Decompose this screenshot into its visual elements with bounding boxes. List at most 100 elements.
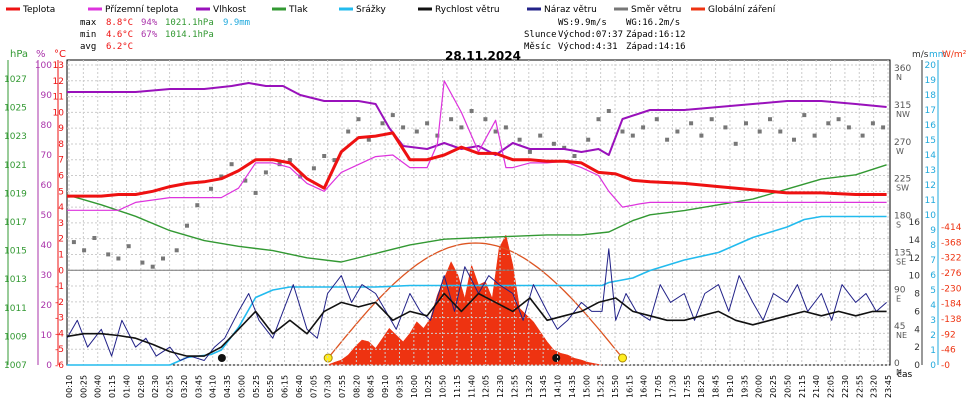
wind-direction-point xyxy=(572,154,577,158)
direction-tick-deg: 270 xyxy=(894,138,911,148)
mm-tick-label: 17 xyxy=(925,106,936,116)
wind-direction-point xyxy=(356,117,361,122)
wind-direction-point xyxy=(346,129,351,134)
mm-tick-label: 7 xyxy=(930,256,936,266)
pct-axis-title: % xyxy=(36,49,46,60)
ms-tick-label: 12 xyxy=(909,254,920,264)
wind-direction-point xyxy=(469,109,474,113)
wm2-tick-label: -92 xyxy=(941,330,956,340)
wind-direction-point xyxy=(846,125,851,130)
time-tick-label: 04:10 xyxy=(209,375,218,398)
time-tick-label: 05:25 xyxy=(252,375,261,398)
wm2-tick-label: -46 xyxy=(941,346,956,356)
time-tick-label: 10:50 xyxy=(439,375,448,398)
wind-direction-point xyxy=(71,240,76,245)
time-tick-label: 04:35 xyxy=(223,375,232,398)
time-tick-label: 14:35 xyxy=(568,375,577,398)
wind-direction-point xyxy=(174,248,179,253)
mm-tick-label: 16 xyxy=(925,121,937,131)
legend-label: Náraz větru xyxy=(544,5,597,15)
time-tick-label: 05:50 xyxy=(266,375,275,398)
wind-direction-point xyxy=(606,109,611,113)
mm-tick-label: 0 xyxy=(930,361,936,371)
wind-direction-point xyxy=(527,149,532,154)
celsius-tick-label: -4 xyxy=(55,329,64,339)
series-line-vlhkost xyxy=(67,82,887,156)
wm2-tick-label: -276 xyxy=(941,269,962,279)
mm-tick-label: 20 xyxy=(925,61,937,71)
pct-tick-label: 10 xyxy=(41,331,53,341)
time-tick-label: 01:40 xyxy=(122,375,131,398)
wm2-tick-label: -230 xyxy=(941,284,962,294)
wind-direction-point xyxy=(332,158,337,163)
moonrise-marker xyxy=(217,354,226,362)
time-tick-label: 07:30 xyxy=(324,375,333,398)
pct-tick-label: 20 xyxy=(41,301,53,311)
time-tick-label: 09:10 xyxy=(381,375,390,398)
stats-row-label: avg xyxy=(80,42,96,52)
ms-tick-label: 2 xyxy=(914,343,920,353)
celsius-tick-label: 10 xyxy=(53,108,65,118)
series-line-p-zemn-teplota xyxy=(67,80,887,211)
mm-tick-label: 1 xyxy=(930,346,936,356)
wind-direction-point xyxy=(150,264,155,269)
time-tick-label: 18:45 xyxy=(712,375,721,398)
celsius-tick-label: 7 xyxy=(58,156,64,166)
ms-axis-title: m/s xyxy=(912,50,929,60)
wind-direction-point xyxy=(665,137,670,142)
stats-pressure: 1014.1hPa xyxy=(165,30,214,40)
wind-direction-point xyxy=(630,133,635,138)
time-tick-label: 22:05 xyxy=(827,375,836,398)
time-tick-label: 11:40 xyxy=(467,375,476,398)
sun-path-arc xyxy=(327,242,621,359)
time-tick-label: 22:30 xyxy=(841,375,850,398)
time-tick-label: 14:10 xyxy=(554,375,563,398)
wind-direction-point xyxy=(126,244,131,249)
mm-tick-label: 3 xyxy=(930,316,936,326)
moonset-marker xyxy=(552,354,561,362)
pct-tick-label: 80 xyxy=(41,121,53,131)
wind-direction-point xyxy=(654,117,659,122)
wind-direction-point xyxy=(435,133,440,138)
mm-tick-label: 14 xyxy=(925,151,937,161)
wind-direction-point xyxy=(812,133,817,138)
wind-direction-point xyxy=(551,141,556,146)
hpa-tick-label: 1017 xyxy=(4,218,27,228)
wind-direction-point xyxy=(870,121,875,126)
stats-row-label: max xyxy=(80,18,97,28)
wind-direction-point xyxy=(802,113,807,118)
ms-tick-label: 4 xyxy=(914,325,920,335)
mm-tick-label: 15 xyxy=(925,136,936,146)
time-tick-label: 07:05 xyxy=(309,375,318,398)
stats-pressure: 1021.1hPa xyxy=(165,18,214,28)
wind-direction-point xyxy=(836,117,841,122)
wind-direction-point xyxy=(229,162,234,167)
mm-tick-label: 11 xyxy=(925,196,936,206)
legend-label: Teplota xyxy=(22,5,55,15)
wind-direction-point xyxy=(161,256,165,261)
wind-direction-point xyxy=(140,260,145,265)
hpa-tick-label: 1013 xyxy=(4,275,27,285)
ms-tick-label: 6 xyxy=(914,307,920,317)
time-tick-label: 18:20 xyxy=(697,375,706,398)
wind-direction-point xyxy=(253,190,258,195)
time-tick-label: 19:35 xyxy=(740,375,749,398)
celsius-tick-label: -2 xyxy=(55,298,64,308)
hpa-axis-title: hPa xyxy=(10,49,28,60)
series-line-tlak xyxy=(66,164,887,263)
time-tick-label: 22:55 xyxy=(855,375,864,398)
series-area-globalni-zareni xyxy=(327,234,603,366)
direction-tick-deg: 135 xyxy=(894,248,911,258)
stats-rain: 9.9mm xyxy=(223,18,250,28)
hpa-tick-label: 1015 xyxy=(4,247,27,257)
wind-direction-point xyxy=(881,125,886,130)
series-line-n-raz-v-tru xyxy=(66,248,887,361)
time-tick-label: 12:05 xyxy=(482,375,491,398)
wind-direction-point xyxy=(733,141,738,146)
pct-tick-label: 100 xyxy=(35,61,52,71)
wind-direction-point xyxy=(116,256,121,261)
pct-tick-label: 30 xyxy=(41,271,53,281)
time-tick-label: 01:15 xyxy=(108,375,117,398)
